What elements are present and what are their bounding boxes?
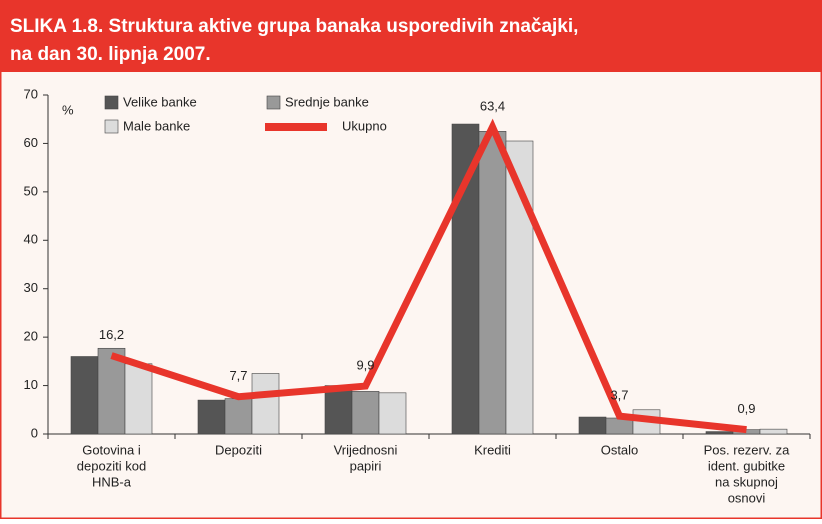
x-tick-label: HNB-a [92, 474, 132, 489]
data-label: 63,4 [480, 98, 505, 113]
bar [478, 131, 507, 435]
y-tick-label: 60 [24, 135, 38, 150]
bar [224, 398, 253, 435]
data-label: 7,7 [229, 368, 247, 383]
x-tick-label: depoziti kod [77, 458, 146, 473]
data-label: 3,7 [610, 388, 628, 403]
y-unit: % [62, 102, 74, 117]
legend-swatch [104, 119, 119, 134]
header [0, 0, 822, 72]
data-label: 0,9 [737, 401, 755, 416]
x-tick-label: na skupnoj [715, 474, 778, 489]
legend-line [265, 123, 327, 131]
legend-swatch [104, 95, 119, 110]
bar [251, 373, 280, 435]
legend-label: Male banke [123, 118, 190, 133]
bar [324, 385, 353, 435]
data-label: 16,2 [99, 327, 124, 342]
y-tick-label: 40 [24, 232, 38, 247]
y-tick-label: 10 [24, 377, 38, 392]
x-tick-label: Pos. rezerv. za [704, 442, 791, 457]
bar [505, 140, 534, 435]
bar [578, 416, 607, 435]
x-tick-label: osnovi [728, 490, 766, 505]
legend-label: Srednje banke [285, 94, 369, 109]
x-tick-label: Vrijednosni [334, 442, 398, 457]
bar [378, 392, 407, 435]
chart-title: na dan 30. lipnja 2007. [10, 44, 211, 65]
data-label: 9,9 [356, 357, 374, 372]
bar [197, 399, 226, 435]
line [110, 118, 747, 434]
legend-label: Velike banke [123, 94, 197, 109]
y-tick-label: 50 [24, 183, 38, 198]
legend-label: Ukupno [342, 118, 387, 133]
bar [97, 347, 126, 435]
x-tick-label: ident. gubitke [708, 458, 785, 473]
bar [759, 428, 788, 435]
x-tick-label: Ostalo [601, 442, 639, 457]
legend-swatch [266, 95, 281, 110]
bar [70, 356, 99, 435]
bar [124, 363, 153, 435]
y-tick-label: 70 [24, 86, 38, 101]
x-tick-label: Krediti [474, 442, 511, 457]
y-tick-label: 20 [24, 329, 38, 344]
x-tick-label: Depoziti [215, 442, 262, 457]
chart-title: SLIKA 1.8. Struktura aktive grupa banaka… [10, 16, 578, 37]
bar [705, 431, 734, 435]
bar [351, 391, 380, 435]
y-tick-label: 0 [31, 425, 38, 440]
x-tick-label: Gotovina i [82, 442, 141, 457]
x-tick-label: papiri [350, 458, 382, 473]
y-tick-label: 30 [24, 280, 38, 295]
